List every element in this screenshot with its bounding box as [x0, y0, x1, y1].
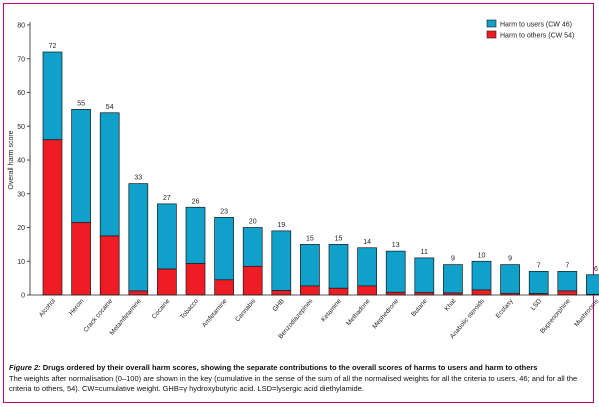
bar-total-label: 54	[106, 104, 114, 111]
bar-others-8	[271, 290, 292, 296]
caption-label: Figure 2:	[9, 363, 41, 372]
x-category-label: GHB	[271, 298, 285, 313]
bar-users-15	[471, 260, 492, 291]
bar-users-3	[128, 183, 149, 292]
bar-others-3	[128, 290, 149, 296]
y-tick-label: 30	[17, 191, 25, 198]
x-category-label: Mephedrone	[371, 297, 400, 330]
bar-total-label: 7	[565, 262, 569, 269]
y-tick-label: 10	[17, 259, 25, 266]
x-category-label: Ketamine	[320, 297, 343, 323]
bar-others-7	[242, 265, 263, 296]
figure-frame	[3, 3, 594, 403]
bar-others-12	[385, 291, 406, 296]
bar-total-label: 72	[49, 43, 57, 50]
bar-users-0	[42, 51, 63, 141]
bar-users-2	[99, 112, 120, 237]
bar-users-16	[500, 264, 520, 294]
bar-total-label: 55	[77, 100, 85, 107]
y-tick-label: 0	[21, 293, 25, 300]
bar-total-label: 13	[392, 242, 400, 249]
bar-total-label: 10	[478, 252, 486, 259]
y-axis-title: Overall harm score	[8, 130, 15, 189]
legend-swatch	[486, 19, 497, 28]
bar-others-18	[557, 290, 578, 296]
bar-total-label: 33	[134, 175, 142, 182]
x-category-label: Buprenorphine	[539, 298, 572, 335]
bar-others-11	[357, 285, 377, 296]
bar-others-9	[300, 285, 320, 296]
bar-total-label: 15	[306, 235, 314, 242]
legend-label: Harm to users (CW 46)	[500, 22, 572, 29]
bar-users-12	[385, 250, 406, 293]
bar-users-10	[328, 244, 349, 289]
bar-total-label: 23	[220, 208, 228, 215]
bar-others-1	[71, 222, 91, 296]
x-category-label: Tobacco	[179, 297, 200, 320]
bar-total-label: 20	[249, 219, 257, 226]
bar-total-label: 9	[508, 256, 512, 263]
bar-users-7	[242, 227, 263, 267]
caption-title: Figure 2: Drugs ordered by their overall…	[9, 363, 537, 372]
x-category-label: Ecstasy	[495, 297, 515, 320]
x-category-label: Mushrooms	[573, 297, 599, 328]
bar-total-label: 11	[421, 249, 428, 256]
bar-users-17	[528, 271, 549, 294]
x-category-label: Alcohol	[38, 297, 57, 318]
bar-users-6	[214, 217, 234, 281]
bar-total-label: 14	[363, 239, 371, 246]
figure-caption: Figure 2: Drugs ordered by their overall…	[9, 363, 589, 395]
y-tick-label: 20	[17, 225, 25, 232]
x-category-label: Cocaine	[151, 297, 172, 320]
bar-others-5	[185, 263, 206, 296]
x-category-label: Metamfetamine	[109, 297, 143, 336]
bar-total-label: 6	[594, 266, 598, 273]
caption-text: The weights after normalisation (0–100) …	[9, 373, 578, 394]
bar-users-5	[185, 206, 206, 264]
bar-others-4	[157, 268, 177, 296]
bar-others-6	[214, 279, 234, 296]
harm-score-bar-chart: 0 10 20 30 40 50 60 70 80 Overall harm score 72 Alc…	[8, 19, 599, 340]
bar-others-2	[99, 235, 120, 296]
bar-others-15	[471, 289, 492, 296]
bar-others-10	[328, 287, 349, 296]
caption-title-text: Drugs ordered by their overall harm scor…	[42, 363, 538, 372]
bar-others-0	[42, 139, 63, 296]
bar-total-label: 26	[192, 198, 200, 205]
y-tick-label: 40	[17, 158, 25, 165]
bar-total-label: 7	[537, 262, 541, 269]
x-category-label: Cannabis	[234, 297, 257, 323]
y-tick-label: 70	[17, 56, 25, 63]
x-category-label: Khat	[443, 298, 457, 313]
x-category-label: Methadone	[345, 297, 372, 327]
bar-users-1	[71, 109, 91, 223]
y-tick-label: 60	[17, 90, 25, 97]
bar-users-13	[414, 257, 435, 293]
bar-total-label: 15	[335, 235, 343, 242]
bar-users-18	[557, 271, 578, 292]
bar-total-label: 9	[451, 256, 455, 263]
legend-swatch	[486, 30, 497, 39]
y-tick-label: 50	[17, 124, 25, 131]
bar-users-19	[586, 274, 599, 295]
bar-users-11	[357, 247, 377, 287]
bar-total-label: 19	[277, 222, 285, 229]
x-category-label: Crack cocaine	[82, 297, 114, 333]
y-tick-label: 80	[17, 23, 25, 30]
bar-users-14	[443, 264, 463, 294]
x-category-label: LSD	[530, 298, 544, 312]
legend-label: Harm to others (CW 54)	[500, 33, 574, 40]
bar-users-9	[300, 244, 320, 287]
x-category-label: Butane	[410, 297, 429, 318]
x-category-label: Amfetamine	[201, 297, 229, 328]
bar-users-4	[157, 203, 177, 270]
bar-total-label: 27	[163, 195, 171, 202]
bar-users-8	[271, 230, 292, 291]
x-category-label: Heroin	[68, 297, 86, 316]
